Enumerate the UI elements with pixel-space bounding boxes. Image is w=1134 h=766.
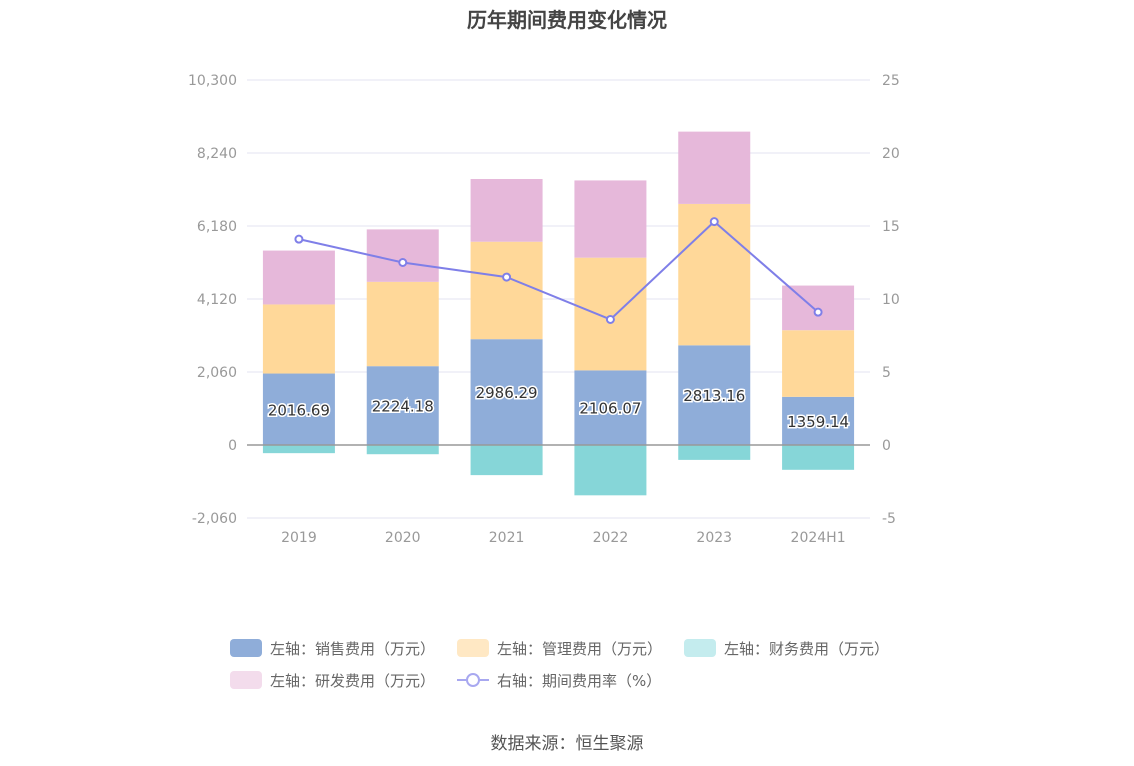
legend-line-icon	[457, 671, 490, 689]
y-right-tick-label: 15	[882, 219, 900, 235]
y-left-tick-label: 0	[228, 438, 237, 454]
data-label: 2224.18	[372, 398, 434, 416]
x-tick-label: 2019	[281, 530, 317, 546]
y-left-tick-label: 4,120	[197, 292, 237, 308]
x-tick-label: 2021	[489, 530, 525, 546]
data-label: 2986.29	[476, 384, 538, 402]
bar-segment	[678, 445, 751, 460]
y-right-tick-label: 20	[882, 146, 900, 162]
expense-rate-line	[298, 220, 819, 321]
bar-segment	[262, 304, 335, 374]
data-label: 1359.14	[787, 413, 849, 431]
chart-title: 历年期间费用变化情况	[467, 8, 667, 32]
y-left-tick-label: 10,300	[188, 73, 237, 89]
chart-plot: 10,300 25 8,240 20 6,180 15 4,120 10 2,060 5 0 0 -2,…	[188, 73, 900, 546]
legend-item-sales[interactable]: 左轴：销售费用（万元）	[230, 638, 435, 659]
bar-segment	[782, 445, 855, 470]
bar-segment	[366, 281, 439, 367]
bar-segment	[678, 345, 751, 445]
expense-rate-point	[605, 314, 615, 324]
bar-segment	[574, 445, 647, 496]
x-tick-label: 2020	[385, 530, 421, 546]
legend-label: 左轴：财务费用（万元）	[724, 639, 890, 658]
y-left-tick-label: 6,180	[197, 219, 237, 235]
y-left-tick-label: -2,060	[192, 511, 237, 527]
bar-segment	[470, 179, 543, 242]
bar-segment	[262, 445, 335, 454]
y-right-tick-label: -5	[882, 511, 896, 527]
legend-item-admin[interactable]: 左轴：管理费用（万元）	[457, 638, 662, 659]
legend-label: 左轴：销售费用（万元）	[270, 639, 436, 658]
data-source: 数据来源：恒生聚源	[490, 734, 644, 754]
legend-swatch-admin	[457, 639, 490, 657]
y-right-tick-label: 10	[882, 292, 900, 308]
legend-swatch-finance	[684, 639, 717, 657]
bar-segment	[678, 131, 751, 204]
bar-segment	[366, 445, 439, 455]
legend-label: 右轴：期间费用率（%）	[497, 671, 662, 690]
data-label: 2813.16	[683, 387, 745, 405]
bar-segment	[262, 373, 335, 445]
bar-segment	[574, 257, 647, 371]
legend-item-expense-rate[interactable]: 右轴：期间费用率（%）	[457, 670, 661, 691]
bar-segment	[470, 339, 543, 445]
x-tick-label: 2023	[696, 530, 732, 546]
bar-segment	[678, 203, 751, 346]
y-left-tick-label: 2,060	[197, 365, 237, 381]
legend-row: 左轴：研发费用（万元） 右轴：期间费用率（%）	[230, 664, 930, 696]
legend-label: 左轴：研发费用（万元）	[270, 671, 436, 690]
bar-segment	[574, 370, 647, 445]
y-left-tick-label: 8,240	[197, 146, 237, 162]
bar-segment	[470, 445, 543, 476]
expense-rate-point	[813, 307, 823, 317]
legend-item-rnd[interactable]: 左轴：研发费用（万元）	[230, 670, 435, 691]
y-right-tick-label: 0	[882, 438, 891, 454]
bar-segment	[782, 396, 855, 445]
bar-segment	[262, 250, 335, 305]
legend-label: 左轴：管理费用（万元）	[497, 639, 663, 658]
y-right-tick-label: 25	[882, 73, 900, 89]
legend-row: 左轴：销售费用（万元） 左轴：管理费用（万元） 左轴：财务费用（万元）	[230, 632, 930, 664]
expense-rate-point	[398, 258, 408, 267]
bar-segment	[366, 366, 439, 445]
x-tick-label: 2022	[593, 530, 629, 546]
bar-segment	[782, 330, 855, 397]
data-label: 2106.07	[579, 400, 641, 418]
bar-segment	[366, 229, 439, 282]
expense-rate-point	[709, 217, 719, 227]
data-label: 2016.69	[268, 401, 330, 419]
legend-swatch-sales	[230, 639, 262, 657]
legend-item-finance[interactable]: 左轴：财务费用（万元）	[684, 638, 889, 659]
x-tick-label: 2024H1	[791, 530, 846, 546]
legend-swatch-rnd	[230, 671, 262, 689]
bar-segment	[470, 241, 543, 340]
bar-segment	[574, 180, 647, 258]
expense-rate-point	[294, 234, 304, 244]
expense-rate-point	[502, 272, 512, 282]
chart-legend: 左轴：销售费用（万元） 左轴：管理费用（万元） 左轴：财务费用（万元） 左轴：研…	[230, 632, 930, 696]
y-right-tick-label: 5	[882, 365, 891, 381]
